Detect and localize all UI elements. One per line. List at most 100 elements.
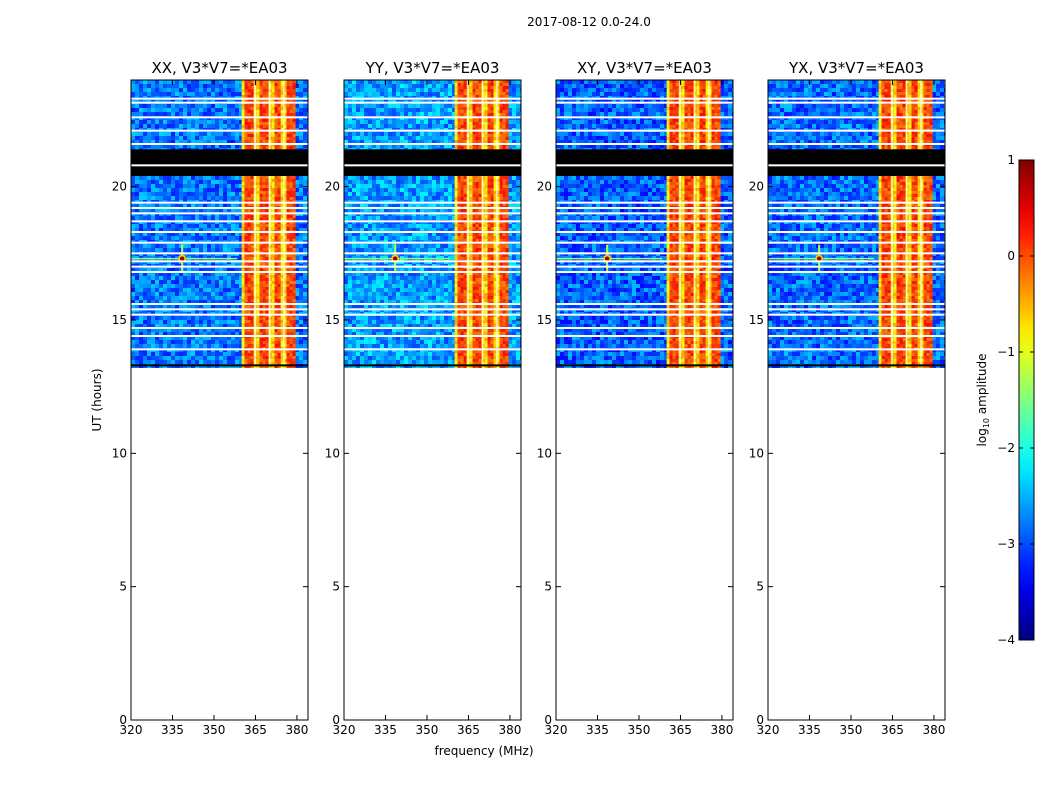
heatmap-cell [183, 84, 187, 88]
heatmap-cell [223, 188, 227, 192]
rfi-cell [271, 110, 275, 113]
rfi-cell [292, 284, 296, 287]
heatmap-cell [183, 224, 187, 228]
rfi-cell [256, 284, 260, 287]
heatmap-cell [179, 336, 183, 340]
heatmap-cell [211, 276, 215, 280]
heatmap-cell [151, 136, 155, 140]
rfi-cell [277, 296, 281, 299]
heatmap-cell [151, 92, 155, 96]
heatmap-cell [211, 192, 215, 196]
heatmap-cell [303, 300, 307, 304]
heatmap-cell [231, 112, 235, 116]
heatmap-cell [135, 352, 139, 356]
heatmap-cell [227, 228, 231, 232]
rfi-cell [259, 284, 263, 287]
rfi-cell [241, 263, 245, 266]
heatmap-cell [171, 320, 175, 324]
heatmap-cell [223, 316, 227, 320]
heatmap-cell [179, 236, 183, 240]
heatmap-cell [303, 232, 307, 236]
heatmap-cell [179, 296, 183, 300]
heatmap-cell [135, 180, 139, 184]
heatmap-cell [155, 196, 159, 200]
rfi-cell [247, 89, 251, 92]
heatmap-cell [207, 136, 211, 140]
panel-heatmap [131, 80, 308, 368]
heatmap-cell [203, 292, 207, 296]
rfi-cell [277, 317, 281, 320]
heatmap-cell [239, 140, 243, 144]
rfi-cell [283, 359, 287, 362]
heatmap-cell [163, 120, 167, 124]
rfi-cell [289, 284, 293, 287]
heatmap-cell [199, 324, 203, 328]
heatmap-cell [199, 224, 203, 228]
heatmap-cell [219, 224, 223, 228]
heatmap-cell [235, 124, 239, 128]
heatmap-cell [179, 344, 183, 348]
heatmap-cell [163, 320, 167, 324]
heatmap-cell [147, 208, 151, 212]
heatmap-cell [303, 120, 307, 124]
heatmap-cell [179, 232, 183, 236]
heatmap-cell [227, 196, 231, 200]
heatmap-cell [175, 192, 179, 196]
rfi-cell [241, 140, 245, 143]
heatmap-cell [235, 144, 239, 148]
rfi-cell [247, 359, 251, 362]
heatmap-cell [131, 340, 135, 344]
heatmap-cell [167, 288, 171, 292]
rfi-cell [256, 248, 260, 251]
rfi-cell [274, 89, 278, 92]
rfi-cell [277, 209, 281, 212]
rfi-cell [247, 311, 251, 314]
rfi-cell [244, 134, 248, 137]
rfi-cell [286, 182, 290, 185]
rfi-cell [256, 218, 260, 221]
heatmap-cell [299, 292, 303, 296]
heatmap-cell [187, 184, 191, 188]
rfi-cell [265, 182, 269, 185]
rfi-cell [250, 218, 254, 221]
heatmap-cell [159, 124, 163, 128]
heatmap-cell [223, 236, 227, 240]
heatmap-cell [195, 360, 199, 364]
rfi-cell [259, 215, 263, 218]
heatmap-cell [207, 224, 211, 228]
rfi-cell [247, 365, 251, 368]
rfi-cell [283, 140, 287, 143]
rfi-cell [289, 191, 293, 194]
rfi-cell [256, 278, 260, 281]
heatmap-cell [163, 296, 167, 300]
heatmap-cell [299, 180, 303, 184]
rfi-cell [274, 194, 278, 197]
heatmap-cell [135, 216, 139, 220]
heatmap-cell [143, 244, 147, 248]
rfi-cell [271, 281, 275, 284]
heatmap-cell [171, 236, 175, 240]
heatmap-cell [295, 208, 299, 212]
rfi-cell [259, 86, 263, 89]
rfi-cell [265, 296, 269, 299]
rfi-cell [259, 128, 263, 131]
heatmap-cell [147, 272, 151, 276]
heatmap-cell [131, 184, 135, 188]
heatmap-cell [171, 304, 175, 308]
heatmap-cell [175, 232, 179, 236]
heatmap-cell [159, 356, 163, 360]
rfi-cell [244, 125, 248, 128]
heatmap-cell [207, 140, 211, 144]
heatmap-cell [167, 276, 171, 280]
rfi-cell [280, 221, 284, 224]
heatmap-cell [215, 292, 219, 296]
heatmap-cell [195, 184, 199, 188]
heatmap-cell [231, 236, 235, 240]
rfi-cell [277, 119, 281, 122]
heatmap-cell [211, 284, 215, 288]
rfi-cell [286, 83, 290, 86]
rfi-cell [244, 269, 248, 272]
rfi-cell [247, 284, 251, 287]
heatmap-cell [175, 204, 179, 208]
heatmap-cell [195, 216, 199, 220]
